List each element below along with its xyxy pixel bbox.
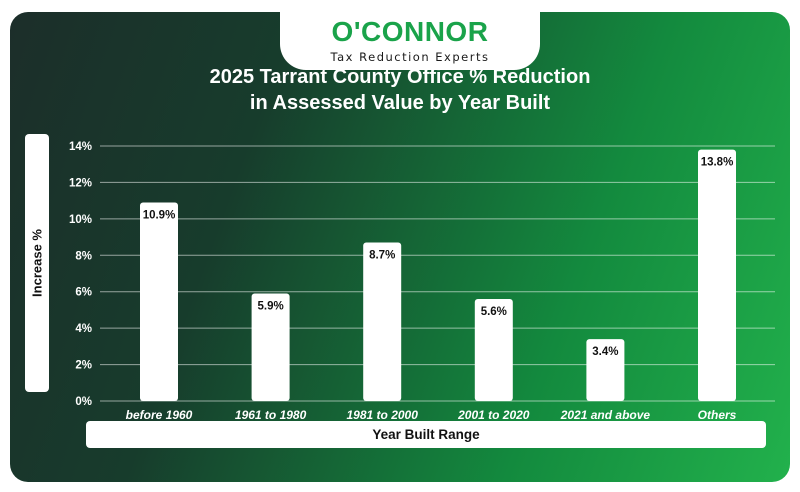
x-axis-label: Year Built Range — [372, 427, 480, 442]
bar-value-label: 13.8% — [701, 157, 734, 169]
y-tick-label: 12% — [69, 177, 92, 189]
y-tick-label: 6% — [75, 287, 92, 299]
x-tick-label: Others — [698, 408, 737, 422]
x-tick-label: 2001 to 2020 — [457, 408, 530, 422]
y-tick-label: 2% — [75, 360, 92, 372]
y-tick-label: 14% — [69, 141, 92, 153]
bar-value-label: 8.7% — [369, 250, 395, 262]
logo-badge: O'CONNOR Tax Reduction Experts — [280, 12, 540, 70]
y-tick-label: 8% — [75, 250, 92, 262]
y-tick-label: 4% — [75, 323, 92, 335]
bar — [251, 293, 290, 401]
brand-logo: O'CONNOR — [331, 16, 489, 47]
x-tick-label: before 1960 — [126, 408, 193, 422]
bar-value-label: 10.9% — [143, 209, 176, 221]
bar — [698, 149, 736, 401]
chart-title-line-2: in Assessed Value by Year Built — [249, 92, 551, 114]
y-axis-label-box — [25, 134, 49, 392]
x-axis-label-box — [86, 421, 766, 448]
y-tick-label: 10% — [69, 214, 92, 226]
bar — [363, 242, 402, 401]
chart-title: 2025 Tarrant County Office % Reduction i… — [0, 64, 800, 116]
bar-value-label: 3.4% — [592, 346, 618, 358]
bar-value-label: 5.6% — [481, 306, 507, 318]
bar — [474, 299, 513, 401]
bar — [586, 339, 625, 401]
chart-title-line-1: 2025 Tarrant County Office % Reduction — [209, 66, 591, 88]
x-tick-label: 1981 to 2000 — [347, 408, 419, 422]
x-tick-label: 2021 and above — [560, 408, 651, 422]
bar — [140, 202, 178, 401]
y-tick-label: 0% — [75, 396, 92, 408]
x-tick-label: 1961 to 1980 — [235, 408, 307, 422]
bar-value-label: 5.9% — [257, 301, 283, 313]
brand-tagline: Tax Reduction Experts — [330, 50, 490, 64]
